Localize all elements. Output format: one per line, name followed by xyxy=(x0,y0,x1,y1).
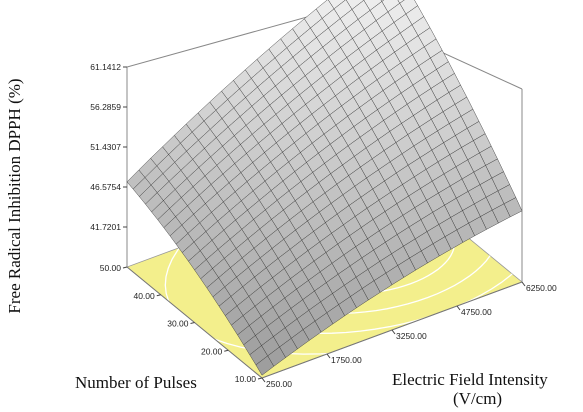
z-axis-title: Free Radical Inhibition DPPH (%) xyxy=(5,78,24,313)
y-tick-label: 10.00 xyxy=(235,374,257,384)
y-axis: 10.00 20.00 30.00 40.00 50.00 xyxy=(100,263,263,384)
y-axis-title: Number of Pulses xyxy=(75,373,197,392)
x-tick-label: 4750.00 xyxy=(461,307,492,317)
x-tick-mark xyxy=(521,281,526,287)
y-tick-mark xyxy=(190,322,195,324)
z-tick-label: 51.4307 xyxy=(90,142,121,152)
surface-cell xyxy=(255,355,275,376)
x-tick-mark xyxy=(391,329,396,335)
y-tick-label: 20.00 xyxy=(201,346,223,356)
y-tick-mark xyxy=(257,377,263,380)
y-tick-mark xyxy=(156,294,161,297)
z-axis: 41.7201 46.5754 51.4307 56.2859 61.1412 xyxy=(90,62,127,232)
x-tick-label: 3250.00 xyxy=(396,331,427,341)
x-axis: 250.00 1750.00 3250.00 4750.00 6250.00 xyxy=(261,281,557,389)
y-tick-label: 50.00 xyxy=(100,263,122,273)
x-tick-mark xyxy=(261,377,266,383)
z-tick-label: 56.2859 xyxy=(90,102,121,112)
z-tick-label: 41.7201 xyxy=(90,222,121,232)
y-tick-mark xyxy=(224,349,229,352)
z-tick-label: 46.5754 xyxy=(90,182,121,192)
x-tick-label: 250.00 xyxy=(266,379,292,389)
z-tick-label: 61.1412 xyxy=(90,62,121,72)
x-axis-title-line-1: Electric Field Intensity xyxy=(392,370,548,389)
y-tick-label: 40.00 xyxy=(133,291,155,301)
x-axis-title-line-2: (V/cm) xyxy=(453,389,502,408)
x-tick-label: 1750.00 xyxy=(331,355,362,365)
x-tick-mark xyxy=(456,305,461,311)
x-tick-mark xyxy=(326,353,331,359)
response-surface xyxy=(126,0,523,376)
y-tick-mark xyxy=(122,266,128,269)
y-tick-label: 30.00 xyxy=(167,319,189,329)
x-tick-label: 6250.00 xyxy=(526,283,557,293)
